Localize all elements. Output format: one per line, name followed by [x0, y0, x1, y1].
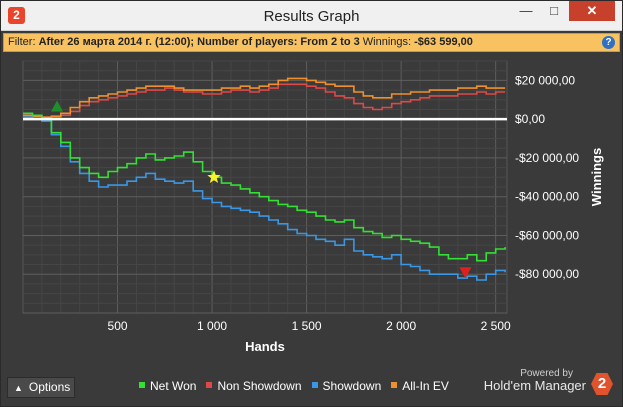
app-logo-icon: 2 — [8, 7, 25, 24]
legend-swatch — [311, 382, 318, 388]
series-line-showdown — [23, 116, 506, 281]
series-line-all-in-ev — [23, 77, 506, 118]
current-marker-star — [207, 170, 221, 183]
legend-label: Showdown — [322, 379, 382, 393]
legend-item[interactable]: Net Won — [139, 379, 196, 393]
y-tick-label: -$60 000,00 — [515, 228, 579, 242]
options-button[interactable]: ▲ Options — [7, 377, 75, 398]
legend-label: Net Won — [150, 379, 197, 393]
min-marker-triangle — [459, 267, 472, 279]
legend-swatch — [206, 382, 213, 388]
title-bar: 2 Results Graph — □ ✕ — [1, 1, 622, 31]
filter-winnings-value: -$63 599,00 — [414, 36, 473, 48]
series-line-non-showdown — [23, 83, 506, 118]
options-label: Options — [28, 380, 71, 394]
legend-swatch — [391, 382, 398, 388]
minimize-button[interactable]: — — [519, 3, 533, 18]
y-axis-title: Winnings — [589, 148, 604, 206]
filter-condition: After 26 марта 2014 г. (12:00); Number o… — [38, 36, 360, 48]
brand-logo-icon: 2 — [591, 373, 613, 395]
help-icon[interactable]: ? — [602, 36, 615, 49]
window-title: Results Graph — [263, 8, 360, 25]
x-tick-label: 1 000 — [197, 319, 227, 333]
legend-label: Non Showdown — [217, 379, 302, 393]
brand-area: Powered by Hold'em Manager 2 — [479, 367, 619, 401]
filter-prefix: Filter: — [8, 36, 36, 48]
chart-legend: Net Won Non Showdown Showdown All-In EV — [139, 379, 459, 395]
maximize-button[interactable]: □ — [550, 3, 558, 18]
results-chart: 500 1 000 1 500 2 000 2 500 $20 000,00 $0,00 -$… — [22, 60, 604, 354]
legend-swatch — [139, 382, 145, 388]
y-tick-label: -$40 000,00 — [515, 190, 579, 204]
legend-item[interactable]: Showdown — [311, 379, 382, 393]
filter-winnings-label: Winnings: — [362, 36, 412, 48]
y-tick-label: -$80 000,00 — [515, 267, 579, 281]
legend-item[interactable]: All-In EV — [391, 379, 449, 393]
max-marker-triangle — [51, 100, 64, 112]
y-tick-label: $0,00 — [515, 112, 545, 126]
filter-bar[interactable]: Filter: After 26 марта 2014 г. (12:00); … — [3, 33, 620, 52]
x-tick-label: 1 500 — [292, 319, 322, 333]
x-tick-label: 2 000 — [386, 319, 416, 333]
y-tick-label: -$20 000,00 — [515, 151, 579, 165]
caret-up-icon: ▲ — [14, 383, 23, 393]
legend-item[interactable]: Non Showdown — [206, 379, 302, 393]
x-tick-label: 2 500 — [481, 319, 511, 333]
close-button[interactable]: ✕ — [569, 1, 615, 21]
brand-name: Hold'em Manager — [483, 378, 586, 393]
x-axis-title: Hands — [245, 339, 285, 354]
y-tick-label: $20 000,00 — [515, 73, 575, 87]
series-line-net-won — [23, 112, 506, 262]
powered-by-text: Powered by — [520, 368, 573, 379]
x-tick-label: 500 — [108, 319, 128, 333]
legend-label: All-In EV — [402, 379, 449, 393]
